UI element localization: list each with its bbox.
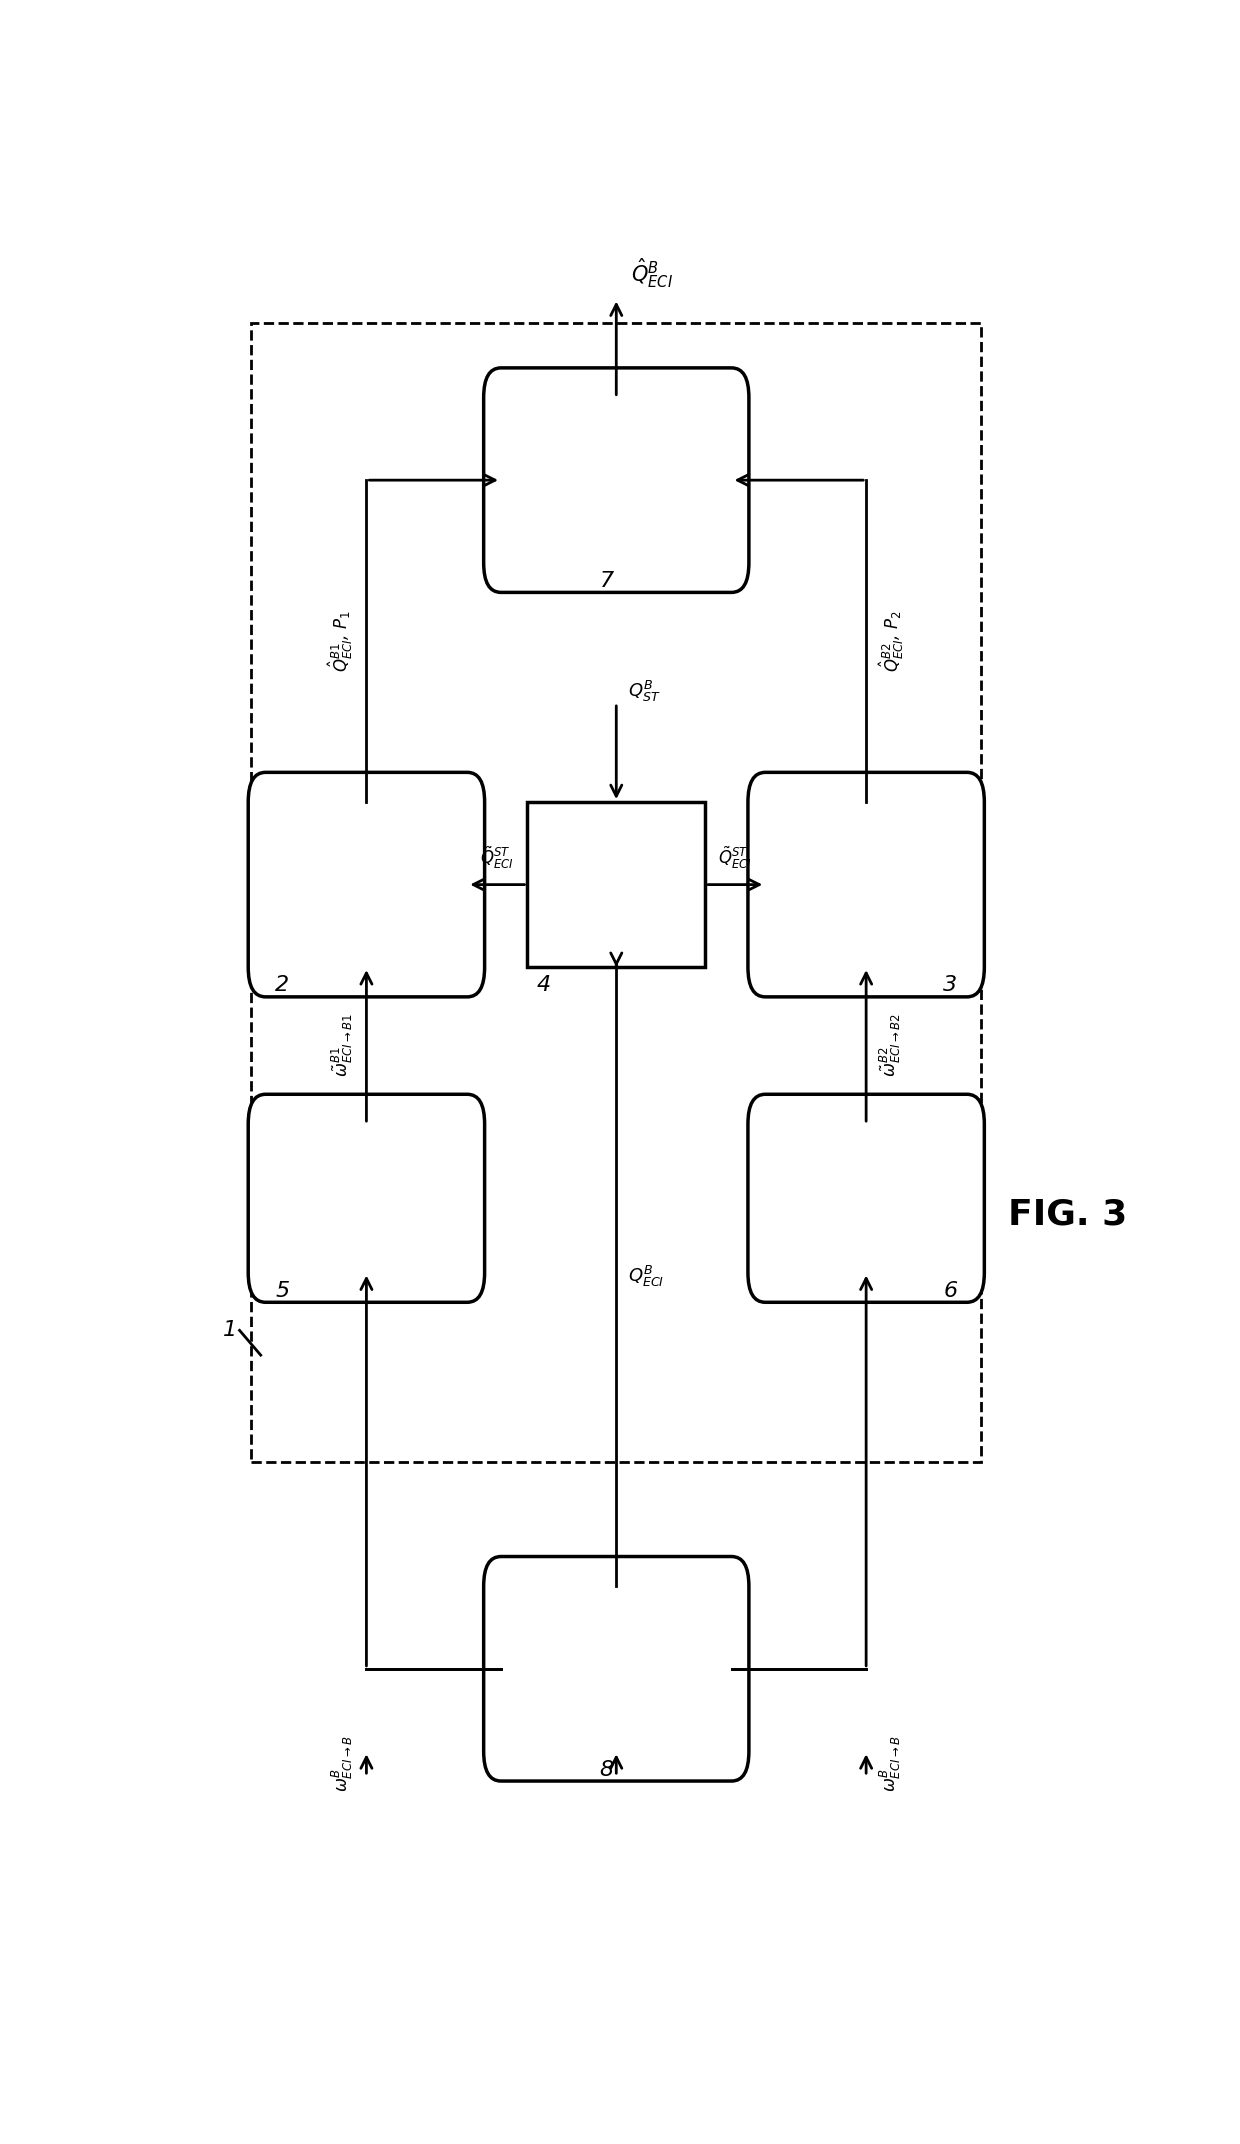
Text: $\omega^{B}_{ECI\rightarrow B}$: $\omega^{B}_{ECI\rightarrow B}$ (878, 1734, 903, 1792)
Text: $\omega^{B}_{ECI\rightarrow B}$: $\omega^{B}_{ECI\rightarrow B}$ (330, 1734, 355, 1792)
Text: $\tilde{\omega}^{B2}_{ECI\rightarrow B2}$: $\tilde{\omega}^{B2}_{ECI\rightarrow B2}… (878, 1014, 903, 1076)
Text: 7: 7 (600, 570, 614, 592)
Text: $Q^{B}_{ECI}$: $Q^{B}_{ECI}$ (627, 1265, 665, 1289)
FancyBboxPatch shape (527, 802, 706, 967)
Text: $\tilde{Q}^{ST}_{ECI}$: $\tilde{Q}^{ST}_{ECI}$ (480, 845, 515, 870)
FancyBboxPatch shape (748, 1093, 985, 1301)
Text: $\hat{Q}^{B}_{ECI}$: $\hat{Q}^{B}_{ECI}$ (631, 257, 672, 289)
FancyBboxPatch shape (248, 772, 485, 997)
Text: 6: 6 (944, 1280, 957, 1301)
Text: $\tilde{Q}^{ST}_{ECI}$: $\tilde{Q}^{ST}_{ECI}$ (718, 845, 753, 870)
Text: 1: 1 (222, 1321, 237, 1340)
FancyBboxPatch shape (484, 1557, 749, 1782)
Text: $Q^{B}_{ST}$: $Q^{B}_{ST}$ (627, 680, 661, 703)
Text: 3: 3 (944, 976, 957, 995)
Text: 5: 5 (275, 1280, 289, 1301)
Text: 2: 2 (275, 976, 289, 995)
Text: $\hat{Q}^{B2}_{ECI}$, $P_2$: $\hat{Q}^{B2}_{ECI}$, $P_2$ (878, 611, 906, 671)
Text: 4: 4 (537, 976, 551, 995)
Text: $\hat{Q}^{B1}_{ECI}$, $P_1$: $\hat{Q}^{B1}_{ECI}$, $P_1$ (326, 611, 355, 671)
FancyBboxPatch shape (248, 1093, 485, 1301)
FancyBboxPatch shape (748, 772, 985, 997)
Text: $\tilde{\omega}^{B1}_{ECI\rightarrow B1}$: $\tilde{\omega}^{B1}_{ECI\rightarrow B1}… (330, 1014, 355, 1078)
FancyBboxPatch shape (484, 369, 749, 592)
Text: 8: 8 (600, 1760, 614, 1780)
Text: FIG. 3: FIG. 3 (1008, 1198, 1127, 1233)
